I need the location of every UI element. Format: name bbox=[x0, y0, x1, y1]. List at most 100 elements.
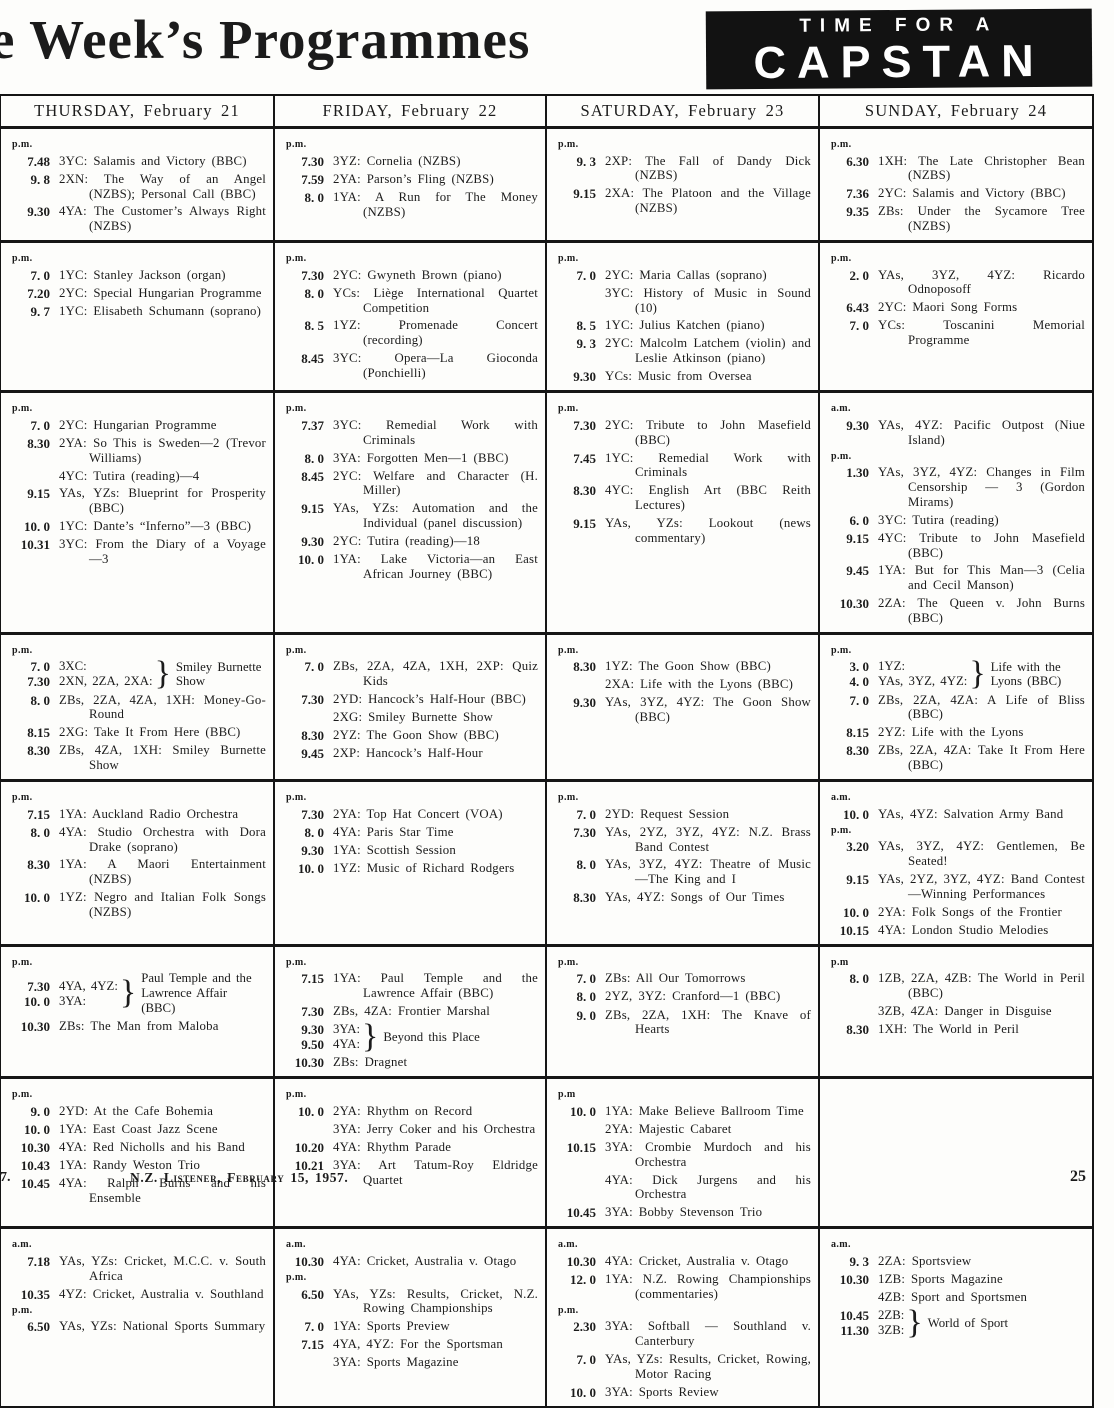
listing-entry: 7. 0 YCs: Toscanini Memorial Programme bbox=[829, 318, 1085, 348]
capstan-advertisement: TIME FOR A CAPSTAN bbox=[705, 8, 1093, 90]
entry-text: 1YA: A Run for The Money (NZBS) bbox=[333, 189, 538, 219]
entry-stations: 3YA: bbox=[333, 1022, 361, 1037]
period-label: a.m. bbox=[558, 1239, 578, 1251]
entry-stations: 2ZB: bbox=[878, 1307, 905, 1322]
entry-text: 1YA: Lake Victoria—an East African Journ… bbox=[333, 552, 538, 581]
entry-time: 8.30 bbox=[573, 483, 596, 499]
listing-entry: 2XA: Life with the Lyons (BBC) bbox=[556, 677, 811, 692]
listing-entry: 8.15 2XG: Take It From Here (BBC) bbox=[10, 725, 266, 740]
entry-time: 6.50 bbox=[27, 1319, 50, 1335]
listing-entry: 10.30 2ZA: The Queen v. John Burns (BBC) bbox=[829, 596, 1085, 626]
schedule-cell: p.m. 6.30 1XH: The Late Christopher Bean (… bbox=[820, 129, 1092, 241]
entry-time: 7.30 bbox=[301, 806, 324, 822]
entry-time: 7.48 bbox=[27, 153, 50, 169]
entry-time bbox=[556, 677, 605, 692]
listing-entry: 10.30 4YA: Cricket, Australia v. Otago bbox=[284, 1254, 538, 1269]
entry-time: 7.59 bbox=[301, 171, 324, 187]
schedule-cell: p.m. 7.15 1YA: Paul Temple and the Lawrenc… bbox=[275, 946, 545, 1077]
listing-entry: 10.45 3YA: Bobby Stevenson Trio bbox=[556, 1205, 811, 1220]
entry-text: 2XP: Hancock’s Half-Hour bbox=[333, 746, 483, 761]
listing-entry: 3YC: History of Music in Sound (10) bbox=[556, 286, 811, 316]
entry-text: 4ZB: Sport and Sportsmen bbox=[878, 1290, 1028, 1305]
entry-time: 7. 0 bbox=[576, 1352, 597, 1367]
brace-row: 7. 0 3XC: bbox=[10, 659, 153, 674]
entry-time: 8.30 bbox=[846, 1021, 869, 1037]
brace-times: 7.30 4YA, 4YZ: 10. 0 3YA: bbox=[10, 979, 118, 1009]
entry-text: 3YA: Sports Magazine bbox=[333, 1355, 459, 1370]
entry-text: YAs, 4YZ: Pacific Outpost (Niue Island) bbox=[878, 417, 1085, 447]
listing-entry: 7. 0 ZBs: All Our Tomorrows bbox=[556, 971, 811, 986]
entry-text: 1YC: Elisabeth Schumann (soprano) bbox=[59, 303, 262, 318]
listing-entry: 8. 0 1YA: A Run for The Money (NZBS) bbox=[284, 190, 538, 220]
period-label: p.m. bbox=[558, 253, 579, 265]
listing-entry: 7.30 2YD: Hancock’s Half-Hour (BBC) bbox=[284, 692, 538, 707]
entry-time: 8.15 bbox=[27, 725, 50, 741]
period-label: p.m. bbox=[558, 1304, 579, 1316]
entry-text: 2XN: The Way of an Angel (NZBS); Persona… bbox=[59, 171, 266, 201]
listing-entry: 8.30 YAs, 4YZ: Songs of Our Times bbox=[556, 890, 811, 905]
schedule-cell: a.m. 7.18 YAs, YZs: Cricket, M.C.C. v. Sou… bbox=[1, 1229, 273, 1406]
brace-group: 10.45 2ZB: 11.30 3ZB:} World of Sport bbox=[829, 1305, 1085, 1339]
entry-time: 7.15 bbox=[301, 1337, 324, 1353]
entry-text: YAs, YZs: Lookout (news commentary) bbox=[605, 515, 811, 545]
listing-entry: 10. 0 2YA: Rhythm on Record bbox=[284, 1104, 538, 1119]
entry-time: 10.30 bbox=[20, 1018, 50, 1034]
period-label: p.m bbox=[831, 956, 849, 968]
entry-time: 10.30 bbox=[294, 1253, 324, 1269]
entry-text: YCs: Liège International Quartet Competi… bbox=[333, 285, 538, 315]
listing-entry: 10.30 4YA: Red Nicholls and his Band bbox=[10, 1140, 266, 1155]
listing-entry: 3ZB, 4ZA: Danger in Disguise bbox=[829, 1004, 1085, 1019]
period-label: p.m. bbox=[831, 824, 852, 836]
listing-entry: 9. 3 2ZA: Sportsview bbox=[829, 1254, 1085, 1269]
entry-time: 10. 0 bbox=[24, 1122, 50, 1138]
entry-time: 7.30 bbox=[301, 267, 324, 283]
entry-text: 3YC: Opera—La Gioconda (Ponchielli) bbox=[333, 351, 538, 380]
listing-entry: 7.15 1YA: Auckland Radio Orchestra bbox=[10, 807, 266, 822]
entry-time bbox=[284, 710, 333, 725]
entry-text: 4YA: Dick Jurgens and his Orchestra bbox=[605, 1172, 811, 1202]
programme-title: Life with the Lyons (BBC) bbox=[990, 659, 1062, 689]
entry-text: ZBs, 2ZA, 4ZA: Take It From Here (BBC) bbox=[878, 743, 1085, 773]
period-label: p.m. bbox=[558, 956, 579, 968]
programme-title: World of Sport bbox=[927, 1315, 1009, 1330]
entry-text: 4YA: Cricket, Australia v. Otago bbox=[605, 1253, 789, 1268]
entry-time: 8. 0 bbox=[304, 824, 325, 840]
entry-text: 4YA: Rhythm Parade bbox=[333, 1139, 452, 1154]
listing-entry: 10.21 3YA: Art Tatum-Roy Eldridge Quartet bbox=[284, 1158, 538, 1188]
period-label: p.m. bbox=[558, 644, 579, 656]
entry-time: 9. 3 bbox=[576, 336, 597, 352]
entry-time: 9.35 bbox=[846, 204, 869, 220]
listing-entry: 8. 0 3YA: Forgotten Men—1 (BBC) bbox=[284, 451, 538, 466]
period-label: a.m. bbox=[831, 1239, 851, 1251]
listing-entry: 10.45 4YA: Ralph Burns and his Ensemble bbox=[10, 1176, 266, 1206]
entry-time: 10. 0 bbox=[843, 904, 869, 920]
listing-entry: 10.15 3YA: Crombie Murdoch and his Orches… bbox=[556, 1140, 811, 1170]
listing-entry: 8. 0 2YZ, 3YZ: Cranford—1 (BBC) bbox=[556, 989, 811, 1004]
entry-text: 1YC: Stanley Jackson (organ) bbox=[59, 267, 226, 282]
listing-entry: 7.48 3YC: Salamis and Victory (BBC) bbox=[10, 154, 266, 169]
listing-entry: 2.30 3YA: Softball — Southland v. Canterb… bbox=[556, 1319, 811, 1349]
entry-time: 8. 5 bbox=[576, 318, 597, 334]
entry-text: YAs, 3YZ, 4YZ: Gentlemen, Be Seated! bbox=[878, 839, 1085, 869]
entry-stations: YAs, 3YZ, 4YZ: bbox=[878, 674, 968, 689]
entry-text: YAs, 2YZ, 3YZ, 4YZ: N.Z. Brass Band Cont… bbox=[605, 824, 811, 854]
listing-entry: 10.30 1ZB: Sports Magazine bbox=[829, 1272, 1085, 1287]
schedule-cell: p.m. 9. 0 2YD: At the Cafe Bohemia 10. 0 1YA… bbox=[1, 1079, 273, 1227]
entry-time: 8. 5 bbox=[304, 318, 325, 334]
listing-entry: 9.30 4YA: The Customer’s Always Right (NZ… bbox=[10, 204, 266, 234]
listing-entry: 8. 0 YCs: Liège International Quartet Com… bbox=[284, 286, 538, 316]
entry-time: 7.30 bbox=[27, 674, 50, 690]
listing-entry: 10.30 ZBs: The Man from Maloba bbox=[10, 1019, 266, 1034]
entry-time: 8.30 bbox=[27, 743, 50, 759]
footer-fragment: 7. bbox=[0, 1170, 11, 1185]
entry-text: 2YC: Welfare and Character (H. Miller) bbox=[333, 468, 538, 498]
brace-times: 10.45 2ZB: 11.30 3ZB: bbox=[829, 1307, 905, 1338]
schedule-cell: p.m. 3. 0 1YZ: 4. 0 YAs, 3YZ, 4YZ:} Life with… bbox=[820, 634, 1092, 779]
entry-time: 9.15 bbox=[846, 871, 869, 887]
listing-entry: 8.30 1YZ: The Goon Show (BBC) bbox=[556, 659, 811, 674]
entry-text: ZBs: The Man from Maloba bbox=[59, 1018, 219, 1033]
entry-time: 9.30 bbox=[301, 1022, 324, 1038]
listing-entry: 6. 0 3YC: Tutira (reading) bbox=[829, 513, 1085, 528]
period-label: p.m. bbox=[286, 139, 307, 150]
entry-text: ZBs, 4ZA, 1XH: Smiley Burnette Show bbox=[59, 743, 266, 773]
